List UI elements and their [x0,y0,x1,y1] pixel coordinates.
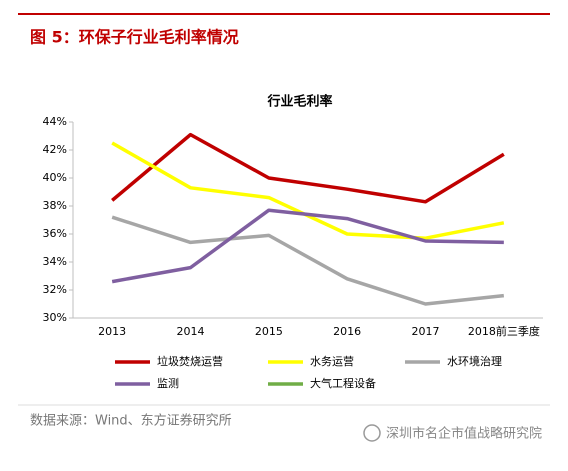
chart-title: 行业毛利率 [266,94,332,110]
legend-label: 大气工程设备 [310,376,376,390]
source: 数据来源：Wind、东方证券研究所 [30,413,232,429]
y-tick-label: 40% [43,171,67,184]
series-line [111,132,505,204]
legend-label: 水环境治理 [447,354,502,368]
y-tick-label: 44% [43,115,67,128]
watermark: 深圳市名企市值战略研究院 [386,426,542,442]
legend-label: 水务运营 [310,354,354,368]
x-tick-label: 2016 [333,325,361,338]
x-tick-label: 2017 [412,325,440,338]
y-tick-label: 38% [43,199,67,212]
y-tick-label: 36% [43,227,67,240]
y-tick-label: 34% [43,255,67,268]
x-tick-label: 2014 [177,325,205,338]
legend-label: 监测 [157,377,179,390]
x-tick-label: 2015 [255,325,283,338]
x-tick-label: 2013 [98,325,126,338]
y-tick-label: 42% [43,143,67,156]
series-line [111,208,504,284]
legend-label: 垃圾焚烧运营 [157,354,223,368]
series-line [111,215,505,306]
watermark-icon [363,424,381,442]
y-tick-label: 30% [43,311,67,324]
y-tick-label: 32% [43,283,67,296]
header-title: 图 5：环保子行业毛利率情况 [30,28,239,47]
x-tick-label: 2018前三季度 [468,324,540,338]
